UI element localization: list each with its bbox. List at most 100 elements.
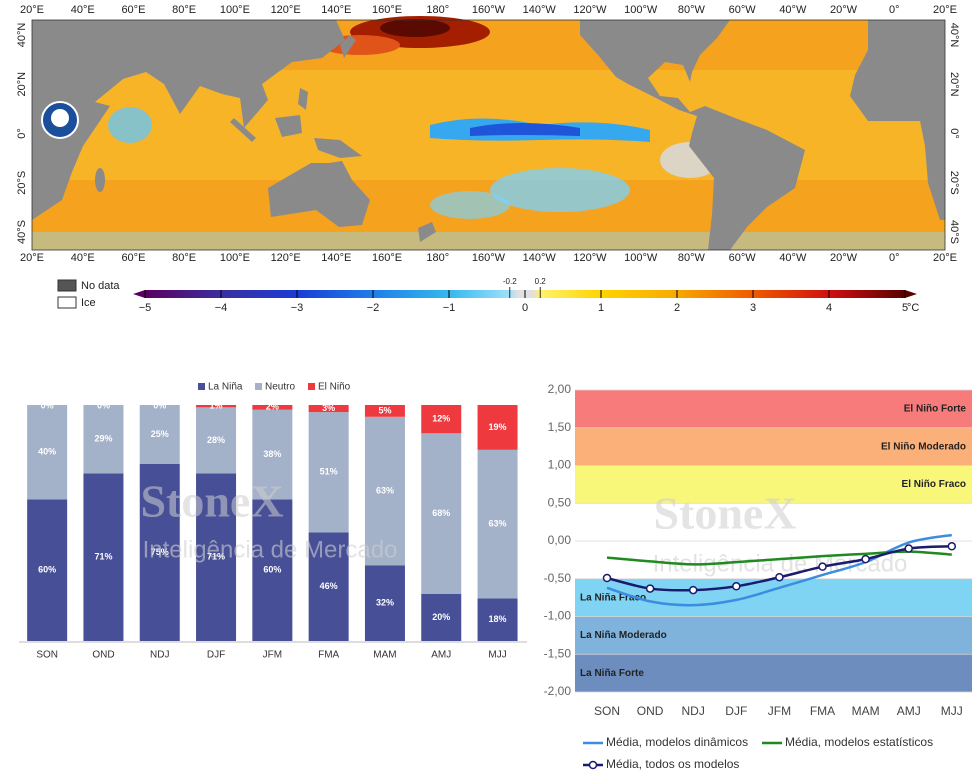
bar-segment <box>421 593 462 641</box>
x-tick-label: MAM <box>373 650 396 661</box>
bar-value-label: 32% <box>376 598 394 608</box>
bar-value-label: 28% <box>207 435 225 445</box>
lon-label: 0° <box>889 252 900 264</box>
lon-label: 100°W <box>624 252 658 264</box>
series-marker <box>688 585 698 595</box>
lon-label: 40°E <box>71 252 95 264</box>
lat-label: 40°N <box>948 23 960 48</box>
bar-segment <box>83 473 124 641</box>
lon-label: 160°E <box>372 4 402 16</box>
bar-value-label: 40% <box>38 447 56 457</box>
watermark: StoneX <box>653 488 796 539</box>
bar-value-label: 71% <box>94 552 112 562</box>
legend-marker <box>588 760 598 770</box>
bar-value-label: 63% <box>489 519 507 529</box>
colorbar-tick-label: 1 <box>598 302 604 314</box>
colorbar-tick-label: 3 <box>750 302 756 314</box>
lon-label: 20°E <box>20 252 44 264</box>
bar-segment <box>196 473 237 641</box>
band-label: La Niña Moderado <box>580 630 667 641</box>
land <box>314 138 362 158</box>
series-marker <box>861 554 870 564</box>
y-tick-label: 1,50 <box>548 420 572 434</box>
y-tick-label: 0,00 <box>548 533 572 547</box>
x-tick-label: FMA <box>318 650 339 661</box>
bar-value-label: 20% <box>432 612 450 622</box>
lon-label: 40°W <box>779 252 807 264</box>
bar-value-label: 51% <box>320 467 338 477</box>
watermark-subtitle: Inteligência de Mercado <box>143 536 398 563</box>
bar-segment <box>252 409 293 500</box>
legend-label: Média, modelos estatísticos <box>785 735 933 749</box>
legend-label: La Niña <box>208 382 243 393</box>
colorbar-tick-label: 5 <box>902 302 908 314</box>
y-tick-label: 2,00 <box>548 382 572 396</box>
bar-value-label: 46% <box>320 581 338 591</box>
bar-value-label: 18% <box>489 614 507 624</box>
bar-segment <box>27 499 68 641</box>
bar-segment <box>83 405 124 474</box>
bar-value-label: 60% <box>263 565 281 575</box>
colorbar-tick-label: −4 <box>215 302 228 314</box>
lon-label: 160°W <box>472 4 506 16</box>
legend-swatch <box>57 296 77 309</box>
bar-segment <box>421 433 462 594</box>
legend-label: Ice <box>81 297 96 309</box>
lat-label: 20°N <box>948 72 960 97</box>
lon-label: 140°E <box>321 252 351 264</box>
colorbar-tick-label: 0 <box>522 302 528 314</box>
lon-label: 0° <box>889 4 900 16</box>
bar-segment <box>364 416 405 566</box>
band <box>575 465 972 504</box>
lon-label: 80°W <box>678 252 706 264</box>
lon-label: 100°W <box>624 4 658 16</box>
band <box>575 578 972 617</box>
colorbar-minor-label: 0.2 <box>535 277 547 286</box>
bar-segment <box>308 532 349 641</box>
band <box>575 654 972 692</box>
lon-label: 120°E <box>271 252 301 264</box>
ocean-patch <box>32 232 945 250</box>
x-tick-label: FMA <box>810 704 835 718</box>
lon-label: 20°E <box>20 4 44 16</box>
colorbar-end <box>133 290 145 298</box>
colorbar-tick-label: 4 <box>826 302 832 314</box>
bar-value-label: 60% <box>38 565 56 575</box>
x-tick-label: NDJ <box>150 650 169 661</box>
bar-segment <box>308 412 349 533</box>
series-marker <box>645 584 655 593</box>
x-tick-label: AMJ <box>897 704 921 718</box>
bar-segment <box>308 405 349 413</box>
bar-segment <box>364 565 405 641</box>
bar-value-label: 5% <box>378 405 391 415</box>
series-marker <box>602 573 612 583</box>
x-tick-label: MJJ <box>941 704 963 718</box>
bar-value-label: 19% <box>489 422 507 432</box>
series-marker <box>947 542 957 551</box>
legend-swatch <box>308 383 315 390</box>
colorbar-end <box>905 290 917 298</box>
lon-label: 180° <box>426 252 449 264</box>
bar-segment <box>139 464 180 641</box>
bar-segment <box>139 405 180 464</box>
y-tick-label: -1,50 <box>544 646 572 660</box>
lon-label: 80°E <box>172 4 196 16</box>
land <box>268 161 370 227</box>
lon-label: 160°E <box>372 252 402 264</box>
lat-label: 0° <box>948 128 960 139</box>
lon-label: 40°E <box>71 4 95 16</box>
lon-label: 140°W <box>523 252 557 264</box>
lon-label: 120°W <box>573 4 607 16</box>
x-tick-label: MAM <box>852 704 880 718</box>
land <box>275 115 302 137</box>
lon-label: 20°E <box>933 4 957 16</box>
colorbar-tick-label: −2 <box>367 302 380 314</box>
band-label: El Niño Moderado <box>881 441 966 452</box>
land <box>32 20 345 220</box>
legend-label: Média, todos os modelos <box>606 757 739 771</box>
ocean-patch <box>490 168 630 212</box>
lon-label: 80°W <box>678 4 706 16</box>
legend-swatch <box>198 383 205 390</box>
bar-value-label: 1% <box>210 401 223 411</box>
